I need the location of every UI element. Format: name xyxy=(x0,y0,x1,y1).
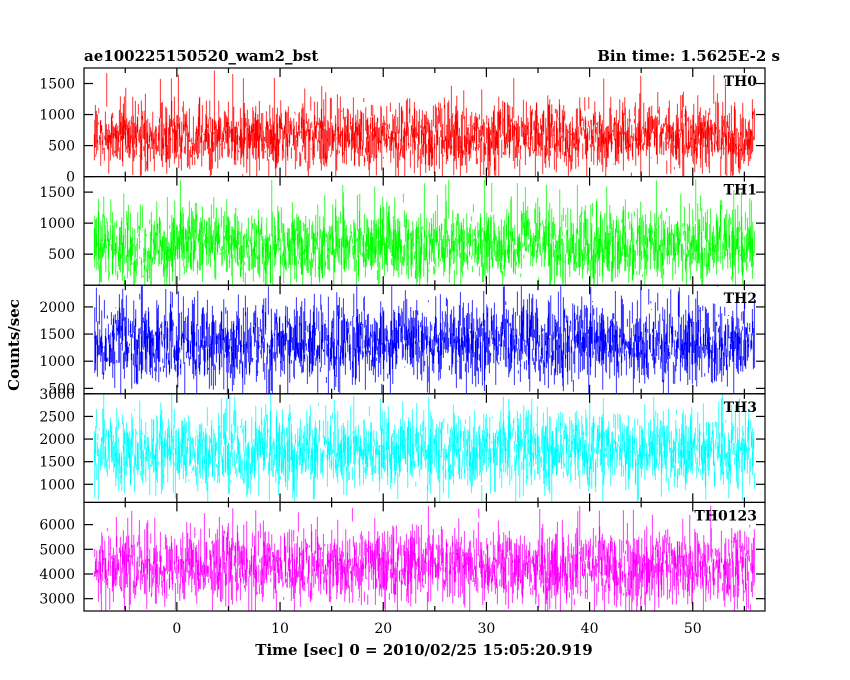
y-tick-label: 1500 xyxy=(39,327,75,343)
y-tick-label: 1500 xyxy=(39,185,75,201)
x-tick-label: 20 xyxy=(374,621,392,637)
y-tick-label: 1500 xyxy=(39,77,75,93)
y-tick-label: 1000 xyxy=(39,477,75,493)
y-tick-label: 2500 xyxy=(39,409,75,425)
y-tick-label: 1500 xyxy=(39,455,75,471)
y-tick-label: 500 xyxy=(48,381,75,397)
lightcurve-trace-th0123 xyxy=(93,505,755,611)
x-tick-label: 40 xyxy=(581,621,599,637)
panel-th0: 0 500 1000 1500 TH0 xyxy=(39,67,766,186)
x-tick-label: 50 xyxy=(684,621,702,637)
x-tick-label: 0 xyxy=(172,621,181,637)
panel-th3: 1000 1500 2000 2500 3000 TH3 xyxy=(39,387,766,503)
x-tick-label: 10 xyxy=(271,621,289,637)
y-tick-label: 4000 xyxy=(39,567,75,583)
lightcurve-trace-th3 xyxy=(93,393,755,503)
y-axis-label: Counts/sec xyxy=(5,299,23,391)
panel-label-th0: TH0 xyxy=(724,74,758,90)
panel-label-th1: TH1 xyxy=(724,183,757,199)
y-tick-label: 500 xyxy=(48,247,75,263)
y-tick-label: 2000 xyxy=(39,432,75,448)
y-tick-label: 2000 xyxy=(39,300,75,316)
y-tick-label: 5000 xyxy=(39,542,75,558)
panel-frame xyxy=(83,501,766,612)
panel-th2: 500 1000 1500 2000 TH2 xyxy=(39,284,766,397)
lightcurve-trace-th0 xyxy=(93,70,755,177)
lightcurve-trace-th2 xyxy=(93,285,755,394)
y-tick-label: 1000 xyxy=(39,216,75,232)
panel-th1: 500 1000 1500 TH1 xyxy=(39,176,766,286)
y-tick-label: 6000 xyxy=(39,518,75,534)
panel-label-th2: TH2 xyxy=(724,291,757,307)
x-tick-label: 30 xyxy=(477,621,495,637)
y-tick-label: 500 xyxy=(48,139,75,155)
panel-th0123: 3000 4000 5000 6000 TH0123 xyxy=(39,501,766,612)
y-tick-label: 0 xyxy=(66,170,75,186)
x-axis-label: Time [sec] 0 = 2010/02/25 15:05:20.919 xyxy=(255,641,592,659)
panel-label-th3: TH3 xyxy=(724,400,757,416)
panel-label-th0123: TH0123 xyxy=(694,508,757,524)
y-tick-label: 1000 xyxy=(39,354,75,370)
chart-title-left: ae100225150520_wam2_bst xyxy=(84,47,318,65)
chart-title-right: Bin time: 1.5625E-2 s xyxy=(597,47,780,65)
lightcurve-trace-th1 xyxy=(93,179,755,286)
y-tick-label: 1000 xyxy=(39,108,75,124)
y-tick-label: 3000 xyxy=(39,387,75,403)
y-tick-label: 3000 xyxy=(39,592,75,608)
